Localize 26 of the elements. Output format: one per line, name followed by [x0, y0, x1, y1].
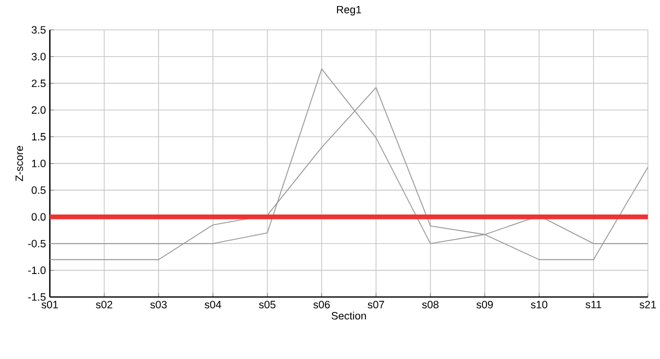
y-tick-label: 1.0 [32, 160, 46, 168]
y-tick-label: -1.5 [28, 293, 46, 301]
y-axis-title: Z-score [16, 146, 24, 182]
x-tick-label: s01 [42, 300, 58, 308]
x-tick-label: s21 [640, 300, 656, 308]
y-tick-label: 1.5 [32, 133, 46, 141]
x-tick-label: s09 [476, 300, 493, 308]
x-tick-label: s02 [96, 300, 112, 308]
x-tick-label: s05 [259, 300, 276, 308]
x-tick-label: s11 [586, 300, 602, 308]
y-tick-label: 3.0 [32, 52, 46, 60]
x-tick-label: s10 [530, 300, 548, 308]
x-tick-label: s07 [368, 300, 384, 308]
x-tick-label: s04 [204, 300, 222, 308]
y-tick-label: -1.0 [28, 266, 46, 274]
x-tick-label: s03 [150, 300, 167, 308]
chart-title: Reg1 [337, 6, 362, 16]
y-tick-label: 2.5 [32, 80, 46, 88]
x-tick-label: s08 [422, 300, 439, 308]
y-tick-label: -0.5 [28, 240, 46, 248]
y-tick-label: 3.5 [32, 26, 46, 34]
x-tick-label: s06 [313, 300, 330, 308]
y-tick-label: 0.5 [32, 186, 46, 194]
x-axis-title: Section [332, 312, 366, 320]
y-tick-label: 0.0 [32, 213, 46, 221]
y-tick-label: 2.0 [32, 106, 46, 114]
